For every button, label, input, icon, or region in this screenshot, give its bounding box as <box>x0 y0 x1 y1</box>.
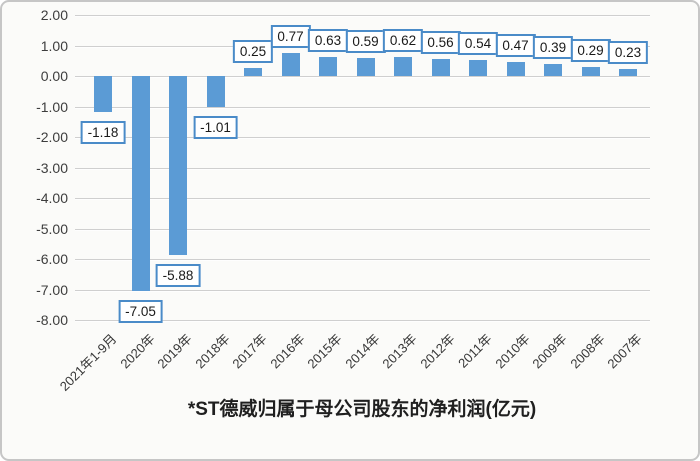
bar <box>469 59 487 76</box>
x-tick-label: 2014年 <box>341 331 383 372</box>
data-label: 0.59 <box>345 30 386 53</box>
y-tick-label: -1.00 <box>36 98 68 115</box>
x-tick-label: 2019年 <box>154 331 195 372</box>
data-label: 0.25 <box>232 40 274 64</box>
y-tick-label: 1.00 <box>40 37 68 54</box>
bar <box>169 76 187 256</box>
data-label: 0.77 <box>270 24 311 48</box>
bar <box>356 58 375 76</box>
data-label: -7.05 <box>118 300 163 324</box>
gridline <box>75 15 650 16</box>
data-label: 0.56 <box>420 30 461 54</box>
gridline <box>75 137 650 138</box>
gridline <box>75 106 650 108</box>
data-label: 0.62 <box>382 29 424 53</box>
x-tick-label: 2008年 <box>566 331 608 372</box>
x-tick-label: 2021年1-9月 <box>56 331 120 394</box>
bar <box>319 56 337 76</box>
y-tick-label: 0.00 <box>40 68 68 84</box>
bar <box>94 76 112 112</box>
bar <box>281 52 300 76</box>
y-tick-label: -4.00 <box>36 190 68 206</box>
x-tick-label: 2009年 <box>529 331 570 372</box>
bar <box>544 64 562 76</box>
y-tick-label: 2.00 <box>40 7 68 23</box>
x-tick-label: 2011年 <box>455 331 495 371</box>
y-tick-label: -2.00 <box>36 129 68 145</box>
data-label: 0.29 <box>570 39 611 63</box>
x-tick-label: 2012年 <box>416 331 458 372</box>
x-tick-label: 2017年 <box>229 331 270 372</box>
data-label: -1.01 <box>193 115 238 139</box>
bar <box>394 57 412 76</box>
gridline <box>75 167 650 169</box>
y-tick-label: -8.00 <box>36 312 68 328</box>
bar <box>206 76 225 107</box>
x-tick-label: 2013年 <box>379 331 420 372</box>
x-tick-label: 2010年 <box>491 331 533 372</box>
data-label: 0.23 <box>607 40 649 64</box>
bar <box>581 67 600 76</box>
y-tick-label: -7.00 <box>36 281 68 298</box>
x-tick-label: 2020年 <box>116 331 158 372</box>
bar <box>431 58 450 76</box>
y-tick-label: -6.00 <box>36 251 68 267</box>
data-label: -1.18 <box>80 120 126 144</box>
bar <box>506 61 525 76</box>
bar <box>131 76 150 292</box>
y-tick-label: -3.00 <box>36 159 68 176</box>
x-tick-label: 2016年 <box>266 331 308 372</box>
data-label: 0.63 <box>307 28 349 52</box>
gridline <box>75 76 650 77</box>
gridline <box>75 289 650 291</box>
data-label: 0.39 <box>532 36 574 60</box>
gridline <box>75 198 650 199</box>
bar <box>244 68 262 76</box>
data-label: 0.54 <box>457 31 499 55</box>
x-tick-label: 2007年 <box>604 331 645 372</box>
gridline <box>75 259 650 260</box>
data-label: -5.88 <box>155 264 201 288</box>
x-tick-label: 2015年 <box>304 331 345 372</box>
y-tick-label: -5.00 <box>36 220 68 237</box>
x-tick-label: 2018年 <box>191 331 233 372</box>
gridline <box>75 228 650 230</box>
bar <box>619 68 637 76</box>
data-label: 0.47 <box>495 33 536 57</box>
gridline <box>75 320 650 321</box>
chart-title: *ST德威归属于母公司股东的净利润(亿元) <box>187 399 537 420</box>
